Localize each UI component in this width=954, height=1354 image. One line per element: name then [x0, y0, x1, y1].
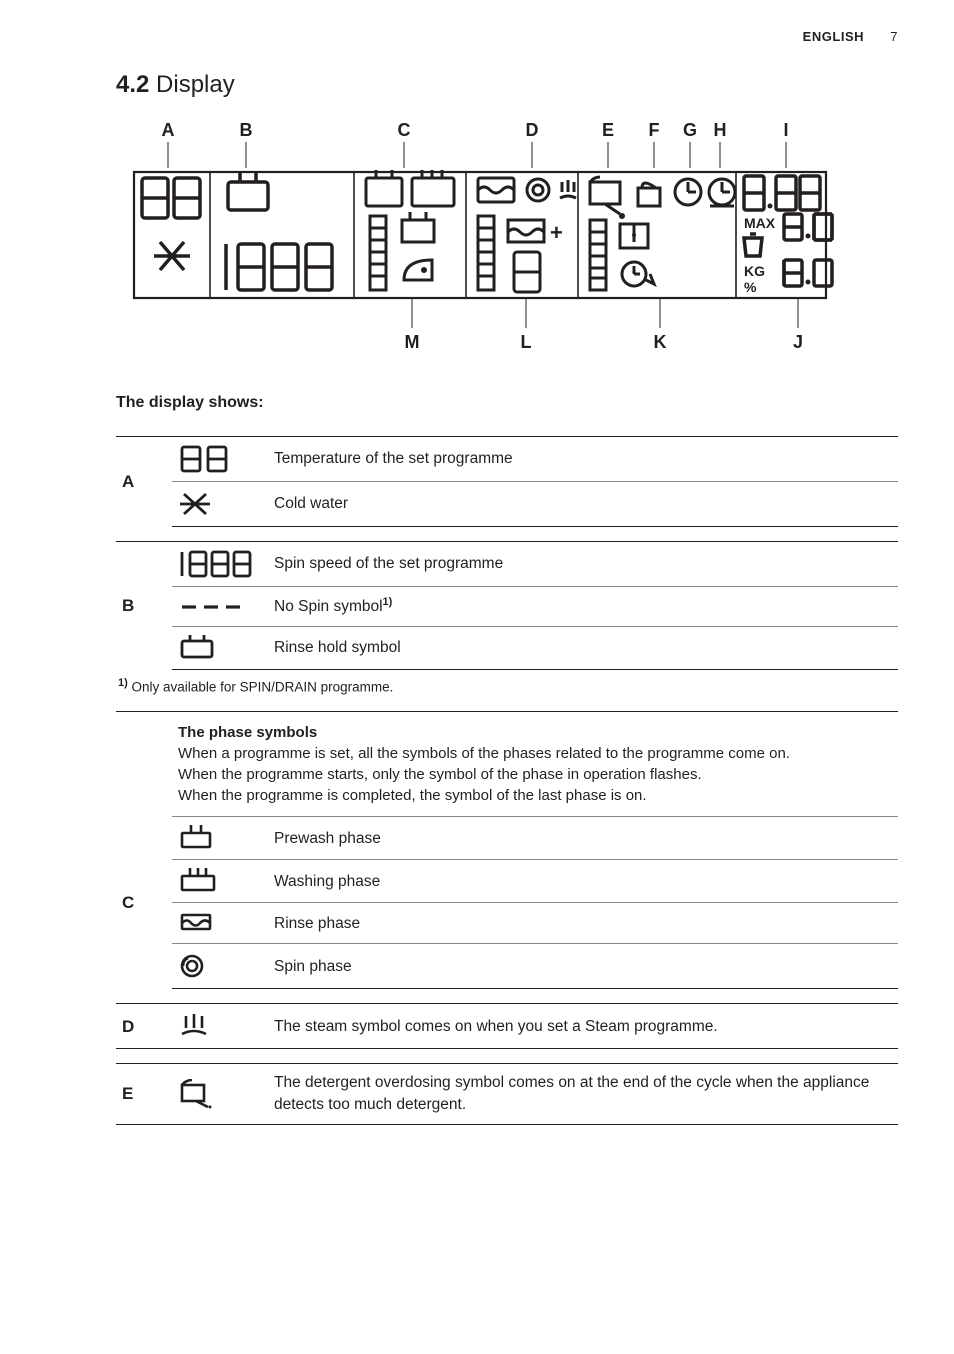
section-number: 4.2: [116, 71, 149, 98]
group-e: E The detergent overdosing symbol comes …: [116, 1063, 898, 1124]
group-a-row1-desc: Cold water: [268, 482, 898, 527]
rinse-icon: [172, 903, 268, 944]
group-c-row2-desc: Rinse phase: [268, 903, 898, 944]
svg-text:%: %: [744, 279, 757, 295]
group-b-row1-desc: No Spin symbol1): [268, 587, 898, 627]
svg-text:MAX: MAX: [744, 215, 776, 231]
figure-label-k: K: [654, 332, 667, 352]
spin-icon: [172, 944, 268, 989]
temp-digits-icon: [172, 437, 268, 482]
figure-label-m: M: [405, 332, 420, 352]
display-figure: A B C D E F G H I: [116, 120, 836, 360]
figure-label-a: A: [162, 120, 175, 140]
prewash-icon: [172, 817, 268, 860]
group-e-label: E: [116, 1064, 172, 1124]
group-d-label: D: [116, 1004, 172, 1049]
figure-label-b: B: [240, 120, 253, 140]
group-a-row0-desc: Temperature of the set programme: [268, 437, 898, 482]
group-b: B Spin speed of the set programme No Spi…: [116, 541, 898, 697]
phase-header-body-1: When a programme is set, all the symbols…: [178, 743, 892, 764]
group-a-label: A: [116, 437, 172, 527]
phase-header-title: The phase symbols: [178, 722, 892, 743]
figure-label-g: G: [683, 120, 697, 140]
phase-header-body-2: When the programme starts, only the symb…: [178, 764, 892, 785]
detergent-overdose-icon: [172, 1064, 268, 1124]
figure-label-f: F: [649, 120, 660, 140]
group-c-row3-desc: Spin phase: [268, 944, 898, 989]
figure-label-i: I: [783, 120, 788, 140]
page-number: 7: [890, 29, 898, 44]
group-c-row1-desc: Washing phase: [268, 860, 898, 903]
cold-water-icon: [172, 482, 268, 527]
section-title: 4.2 Display: [116, 68, 898, 102]
group-d-desc: The steam symbol comes on when you set a…: [268, 1004, 898, 1049]
group-a: A Temperature of the set programme Cold …: [116, 436, 898, 527]
group-c: The phase symbols When a programme is se…: [116, 711, 898, 989]
group-b-footnote: 1) Only available for SPIN/DRAIN program…: [118, 676, 898, 697]
group-b-row0-desc: Spin speed of the set programme: [268, 542, 898, 587]
rinse-hold-icon: [172, 627, 268, 670]
group-b-label: B: [116, 542, 172, 670]
no-spin-icon: [172, 587, 268, 627]
display-shows-heading: The display shows:: [116, 392, 898, 414]
figure-label-h: H: [714, 120, 727, 140]
language-label: ENGLISH: [803, 29, 864, 44]
figure-label-l: L: [521, 332, 532, 352]
phase-header-body-3: When the programme is completed, the sym…: [178, 785, 892, 806]
group-e-desc: The detergent overdosing symbol comes on…: [268, 1064, 898, 1124]
figure-label-c: C: [398, 120, 411, 140]
group-c-row0-desc: Prewash phase: [268, 817, 898, 860]
phase-header: The phase symbols When a programme is se…: [116, 711, 898, 816]
section-title-text: Display: [156, 71, 235, 98]
svg-text:KG: KG: [744, 263, 765, 279]
group-b-row2-desc: Rinse hold symbol: [268, 627, 898, 670]
group-d: D The steam symbol comes on when you set…: [116, 1003, 898, 1049]
figure-label-e: E: [602, 120, 614, 140]
figure-label-j: J: [793, 332, 803, 352]
wash-icon: [172, 860, 268, 903]
svg-text:+: +: [550, 220, 563, 245]
spin-digits-icon: [172, 542, 268, 587]
steam-icon: [172, 1004, 268, 1049]
figure-label-d: D: [526, 120, 539, 140]
page-header: ENGLISH 7: [56, 28, 898, 46]
group-c-label: C: [116, 817, 172, 989]
